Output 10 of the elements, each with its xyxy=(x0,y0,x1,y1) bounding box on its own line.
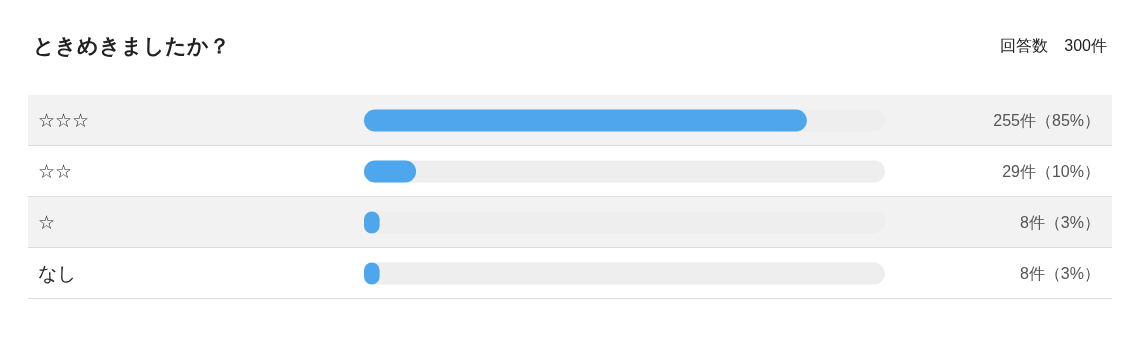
text: 回答数 300件 xyxy=(1000,36,1108,54)
y-tick-label: なし xyxy=(38,263,76,284)
data-label: 29件（10%） xyxy=(1002,163,1100,180)
y-tick-label: ☆☆ xyxy=(38,161,72,182)
data-label: 8件（3%） xyxy=(1019,265,1100,282)
y-tick-label: ☆ xyxy=(38,212,55,233)
data-label: 8件（3%） xyxy=(1019,214,1100,231)
text: ときめきましたか？ xyxy=(33,34,230,58)
y-tick-label: ☆☆☆ xyxy=(38,110,89,131)
data-label: 255件（85%） xyxy=(993,112,1100,129)
